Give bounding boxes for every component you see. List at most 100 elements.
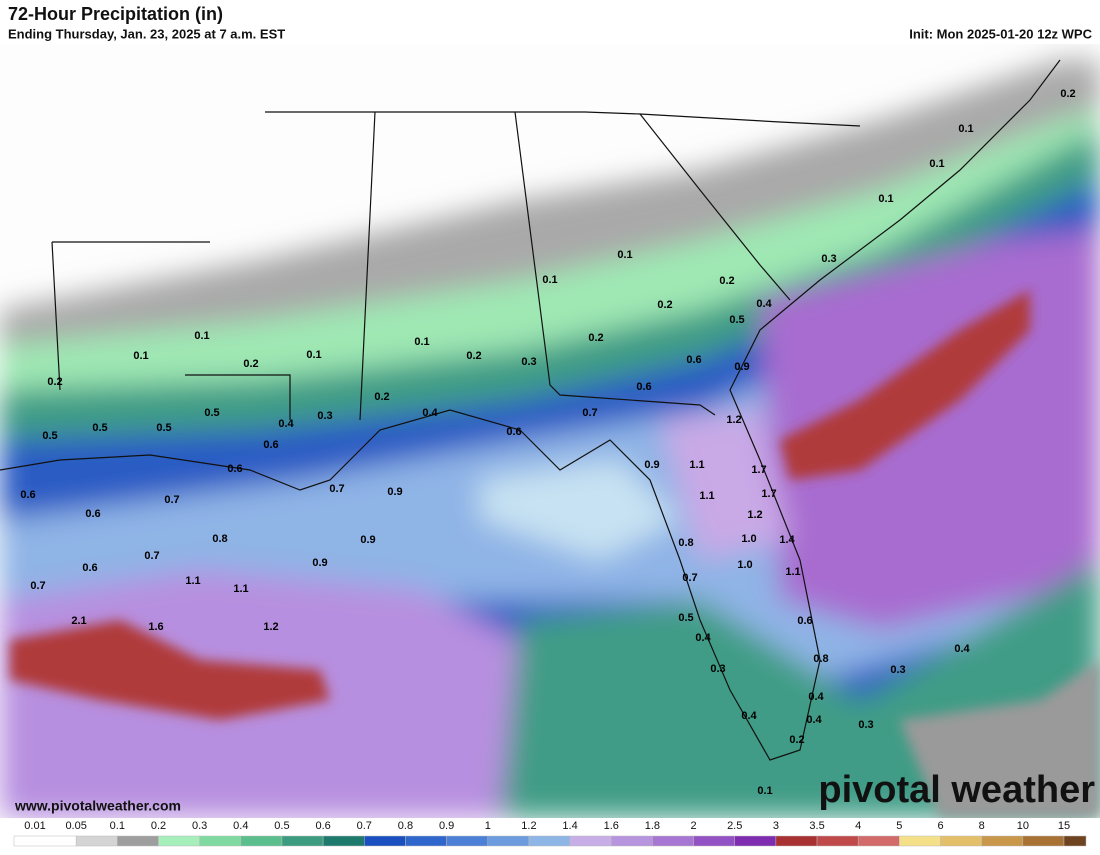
map-value-label: 0.3 <box>710 663 725 675</box>
map-value-label: 0.4 <box>422 407 438 419</box>
colorbar-swatch <box>1022 835 1065 847</box>
colorbar-label: 0.7 <box>357 820 372 832</box>
colorbar-swatch <box>240 835 283 847</box>
watermark: pivotal weather <box>818 769 1095 811</box>
map-value-label: 0.6 <box>227 463 242 475</box>
map-value-label: 0.4 <box>808 691 824 703</box>
map-value-label: 0.7 <box>582 407 597 419</box>
colorbar-label: 0.01 <box>24 820 45 832</box>
colorbar-swatch <box>899 835 941 847</box>
map-value-label: 0.3 <box>821 253 836 265</box>
map-value-label: 0.7 <box>30 580 45 592</box>
colorbar-swatch <box>528 835 571 847</box>
map-value-label: 0.8 <box>212 533 227 545</box>
map-value-label: 1.1 <box>699 490 714 502</box>
map-value-label: 0.2 <box>789 734 804 746</box>
colorbar-swatch <box>734 835 777 847</box>
map-value-label: 0.1 <box>306 349 321 361</box>
map-value-label: 0.4 <box>806 714 822 726</box>
map-value-label: 0.3 <box>890 664 905 676</box>
colorbar-label: 5 <box>896 820 902 832</box>
colorbar-swatch <box>13 835 77 847</box>
map-value-label: 1.6 <box>148 621 163 633</box>
colorbar-label: 8 <box>979 820 985 832</box>
map-value-label: 0.1 <box>542 274 557 286</box>
map-value-label: 1.2 <box>726 414 741 426</box>
map-value-label: 0.5 <box>204 407 219 419</box>
map-value-label: 0.6 <box>506 426 521 438</box>
colorbar-swatch <box>775 835 818 847</box>
colorbar-label: 3.5 <box>809 820 824 832</box>
init-time: Init: Mon 2025-01-20 12z WPC <box>909 26 1092 41</box>
map-value-label: 0.1 <box>414 336 429 348</box>
map-value-label: 0.4 <box>954 643 970 655</box>
colorbar-label: 0.05 <box>65 820 86 832</box>
map-value-label: 0.2 <box>466 350 481 362</box>
map-value-label: 0.5 <box>678 612 693 624</box>
colorbar-swatch <box>446 835 489 847</box>
map-value-label: 1.7 <box>751 464 766 476</box>
map-value-label: 0.8 <box>813 653 828 665</box>
map-value-label: 0.2 <box>588 332 603 344</box>
colorbar-label: 2.5 <box>727 820 742 832</box>
colorbar-label: 0.4 <box>233 820 248 832</box>
colorbar-swatch <box>940 835 982 847</box>
subtitle: Ending Thursday, Jan. 23, 2025 at 7 a.m.… <box>8 26 285 41</box>
header-band <box>0 0 1100 44</box>
colorbar-swatch <box>158 835 200 847</box>
map-value-label: 0.2 <box>719 275 734 287</box>
map-value-label: 0.3 <box>317 410 332 422</box>
colorbar-swatch <box>364 835 406 847</box>
map-value-label: 1.1 <box>785 566 800 578</box>
map-value-label: 0.6 <box>85 508 100 520</box>
map-value-label: 0.6 <box>263 439 278 451</box>
map-value-label: 0.1 <box>133 350 148 362</box>
colorbar-swatch <box>199 835 242 847</box>
map-value-label: 0.7 <box>144 550 159 562</box>
map-value-label: 0.6 <box>636 381 651 393</box>
map-value-label: 0.3 <box>521 356 536 368</box>
map-value-label: 0.6 <box>797 615 812 627</box>
map-value-label: 0.4 <box>278 418 294 430</box>
colorbar-label: 10 <box>1017 820 1029 832</box>
map-value-label: 0.2 <box>374 391 389 403</box>
map-value-label: 0.2 <box>657 299 672 311</box>
colorbar-label: 2 <box>690 820 696 832</box>
colorbar-label: 0.2 <box>151 820 166 832</box>
map-value-label: 0.3 <box>858 719 873 731</box>
colorbar-label: 0.3 <box>192 820 207 832</box>
map-labels: 0.20.10.10.10.30.10.20.10.2 0.40.50.20.10… <box>20 88 1075 797</box>
colorbar-swatch <box>281 835 324 847</box>
map-value-label: 0.4 <box>695 632 711 644</box>
colorbar-swatch <box>1063 835 1087 847</box>
colorbar-swatch <box>117 835 159 847</box>
colorbar-swatch <box>569 835 612 847</box>
colorbar-label: 0.1 <box>110 820 125 832</box>
map-value-label: 0.5 <box>92 422 107 434</box>
map-value-label: 0.9 <box>387 486 402 498</box>
colorbar-swatch <box>816 835 859 847</box>
map-value-label: 0.6 <box>20 489 35 501</box>
precip-field <box>0 44 1100 818</box>
colorbar-swatch <box>610 835 653 847</box>
map-value-label: 0.5 <box>156 422 171 434</box>
map-value-label: 2.1 <box>71 615 86 627</box>
map-value-label: 1.1 <box>185 575 200 587</box>
map-value-label: 1.1 <box>233 583 248 595</box>
colorbar-label: 15 <box>1058 820 1070 832</box>
colorbar-swatch <box>693 835 735 847</box>
map-value-label: 1.0 <box>741 533 756 545</box>
map-value-label: 0.8 <box>678 537 693 549</box>
url: www.pivotalweather.com <box>14 798 181 814</box>
map-value-label: 0.9 <box>312 557 327 569</box>
colorbar-swatch <box>487 835 530 847</box>
colorbar-label: 1.8 <box>645 820 660 832</box>
map-value-label: 0.9 <box>360 534 375 546</box>
colorbar-label: 1 <box>485 820 491 832</box>
colorbar-label: 1.6 <box>604 820 619 832</box>
map-value-label: 1.1 <box>689 459 704 471</box>
map-value-label: 0.4 <box>741 710 757 722</box>
map-value-label: 1.2 <box>263 621 278 633</box>
colorbar-label: 1.4 <box>562 820 577 832</box>
